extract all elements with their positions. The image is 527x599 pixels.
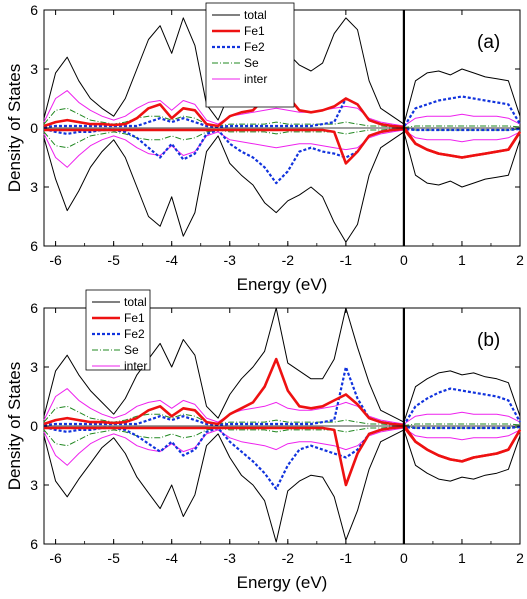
x-tick-label: 0: [400, 550, 408, 566]
y-tick-label: 0: [30, 418, 38, 434]
y-tick-label: 3: [30, 477, 38, 493]
y-tick-label: 6: [30, 300, 38, 316]
x-axis-title: Energy (eV): [237, 275, 328, 294]
series-fe2-up: [43, 365, 521, 427]
y-tick-label: 6: [30, 238, 38, 254]
series-fe1-down: [44, 127, 522, 165]
series-fe1-up: [43, 357, 522, 463]
x-tick-label: 2: [516, 550, 524, 566]
legend-label-fe2: Fe2: [244, 40, 265, 54]
series-inter-down: [43, 427, 521, 466]
series-se-down: [43, 127, 521, 149]
legend-label-se: Se: [244, 56, 259, 70]
y-tick-label: 3: [30, 179, 38, 195]
x-tick-label: -2: [282, 252, 295, 268]
y-tick-label: 0: [30, 120, 38, 136]
x-axis-title: Energy (eV): [237, 573, 328, 592]
panel-b: -6 -5 -4 -3 -2 -1 0 1 2 6 3 0 3 6 (b) Density of Stat…: [5, 289, 524, 592]
series-total-down: [43, 131, 521, 243]
legend-label-fe1: Fe1: [124, 311, 145, 325]
legend-box: [85, 289, 151, 371]
series-se-up: [43, 107, 521, 129]
series-se-up: [43, 405, 521, 427]
y-tick-label: 3: [30, 61, 38, 77]
legend-box: [205, 2, 295, 108]
x-tick-label: -6: [49, 550, 62, 566]
series-inter-up: [43, 90, 521, 127]
x-tick-label: 1: [458, 252, 466, 268]
series-fe2-down: [43, 127, 521, 185]
series-se-down: [43, 425, 521, 447]
legend-label-total: total: [244, 8, 267, 22]
x-tick-label: -1: [340, 550, 353, 566]
x-tick-label: -6: [49, 252, 62, 268]
x-tick-label: -2: [282, 550, 295, 566]
legend: total Fe1 Fe2 Se inter: [85, 289, 151, 373]
x-tick-label: -3: [224, 550, 237, 566]
x-tick-label: -5: [107, 252, 120, 268]
series-inter-up: [43, 388, 521, 425]
y-tick-label: 6: [30, 536, 38, 552]
series-fe1-down: [44, 425, 522, 487]
legend-label-fe1: Fe1: [244, 24, 265, 38]
legend-label-inter: inter: [244, 72, 267, 86]
legend-label-total: total: [124, 295, 147, 309]
legend: total Fe1 Fe2 Se inter: [205, 2, 295, 108]
x-tick-label: -4: [165, 252, 178, 268]
panel-label: (a): [477, 32, 500, 53]
x-tick-label: 1: [458, 550, 466, 566]
series-total-down: [43, 429, 521, 543]
x-tick-label: -5: [107, 550, 120, 566]
y-tick-label: 6: [30, 2, 38, 18]
x-tick-label: 0: [400, 252, 408, 268]
x-tick-label: -4: [165, 550, 178, 566]
x-tick-label: 2: [516, 252, 524, 268]
y-tick-label: 3: [30, 359, 38, 375]
legend-label-se: Se: [124, 343, 139, 357]
panel-a: -6 -5 -4 -3 -2 -1 0 1 2 6 3 0 3 6 (a) Density of Stat…: [5, 2, 524, 294]
series-inter-down: [43, 129, 521, 168]
legend-label-fe2: Fe2: [124, 327, 145, 341]
x-tick-label: -1: [340, 252, 353, 268]
series-total-up: [43, 307, 521, 423]
series-fe2-down: [43, 425, 521, 490]
y-axis-title: Density of States: [5, 64, 24, 193]
x-tick-label: -3: [224, 252, 237, 268]
panel-label: (b): [477, 330, 500, 351]
legend-label-inter: inter: [124, 359, 147, 373]
series-fe2-up: [43, 95, 521, 129]
y-axis-title: Density of States: [5, 362, 24, 491]
